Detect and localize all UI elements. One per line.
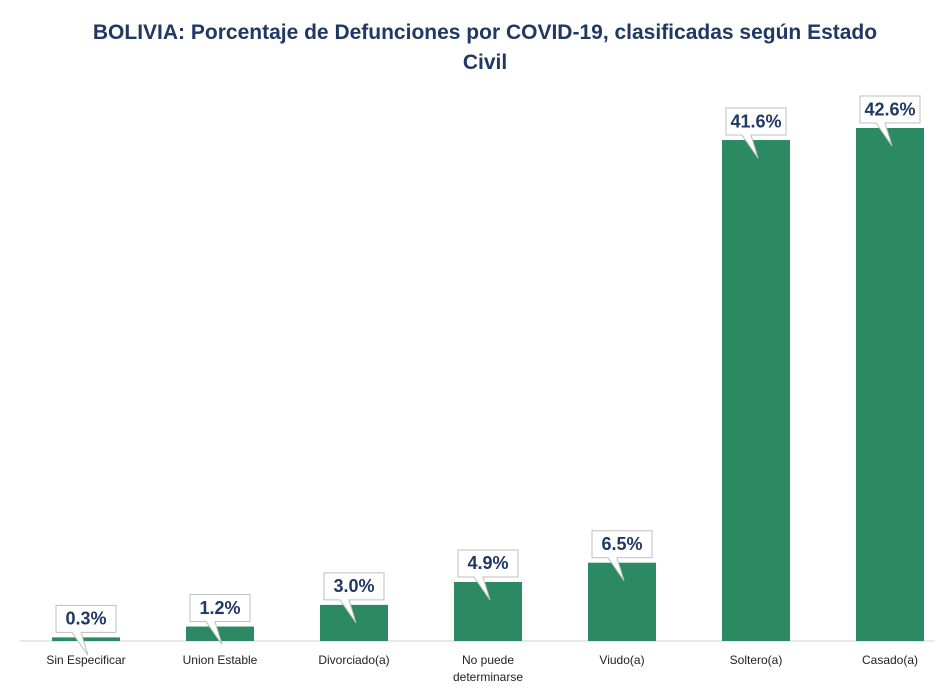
x-tick-label: Sin Especificar: [46, 653, 126, 667]
callout: [591, 530, 653, 582]
bar: [186, 626, 254, 641]
callout: [457, 549, 519, 601]
x-tick-label: Casado(a): [861, 653, 919, 667]
x-tick-label: Divorciado(a): [318, 653, 390, 667]
bar: [320, 604, 388, 641]
value-label: 1.2%: [199, 598, 240, 618]
value-label: 42.6%: [864, 99, 915, 119]
x-tick-label: Union Estable: [182, 653, 258, 667]
callout: [189, 594, 251, 645]
callout: [859, 95, 921, 147]
value-label: 3.0%: [333, 576, 374, 596]
x-tick-label: No puede determinarse: [452, 653, 524, 684]
value-label: 41.6%: [730, 111, 781, 131]
x-tick-label: Soltero(a): [729, 653, 783, 667]
bar: [856, 128, 924, 641]
callout: [55, 604, 117, 656]
callout: [725, 107, 787, 159]
bar: [722, 140, 790, 642]
value-label: 0.3%: [65, 609, 106, 629]
chart-title: BOLIVIA: Porcentaje de Defunciones por C…: [92, 21, 878, 74]
value-label: 4.9%: [467, 553, 508, 573]
value-label: 6.5%: [601, 534, 642, 554]
bar: [52, 637, 120, 641]
callout: [323, 572, 385, 624]
x-tick-label: Viudo(a): [599, 653, 645, 667]
bar: [454, 581, 522, 641]
